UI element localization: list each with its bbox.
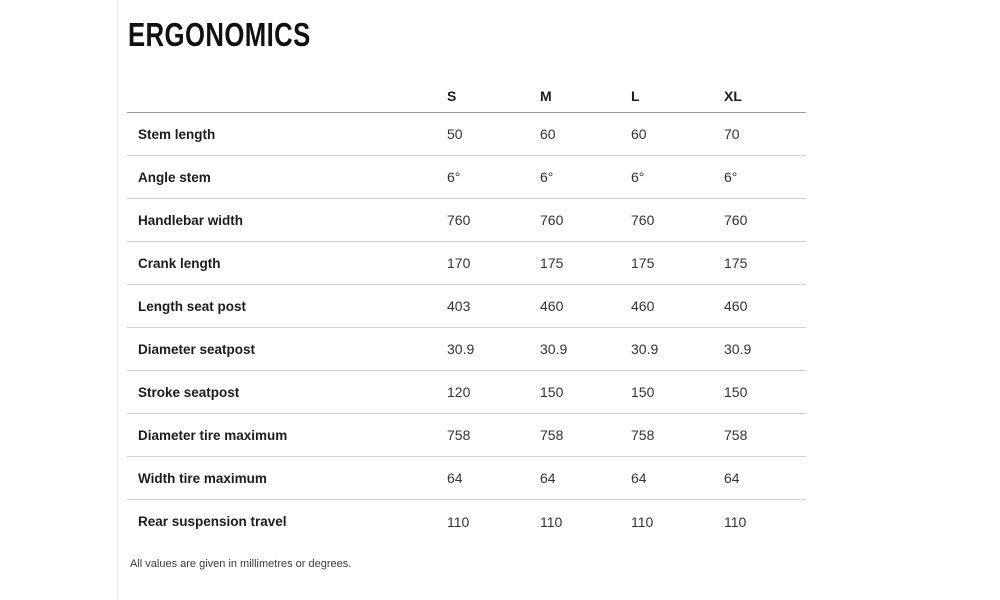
table-row: Stem length 50 60 60 70 <box>127 113 806 156</box>
row-label: Angle stem <box>138 169 211 185</box>
value-s: 64 <box>447 470 463 486</box>
value-s: 120 <box>447 384 471 400</box>
column-header-l: L <box>631 88 640 104</box>
value-m: 6° <box>540 169 554 185</box>
row-label: Diameter seatpost <box>138 341 256 357</box>
table-row: Crank length 170 175 175 175 <box>127 242 806 285</box>
value-m: 110 <box>540 513 563 530</box>
value-s: 170 <box>447 255 471 271</box>
value-xl: 70 <box>724 126 740 142</box>
value-m: 175 <box>540 255 564 271</box>
value-s: 760 <box>447 212 471 228</box>
value-m: 64 <box>540 470 556 486</box>
value-m: 60 <box>540 126 556 142</box>
table-row: Stroke seatpost 120 150 150 150 <box>127 371 806 414</box>
value-xl: 758 <box>724 427 748 443</box>
row-label: Stem length <box>138 126 216 142</box>
row-label: Diameter tire maximum <box>138 427 288 443</box>
value-m: 758 <box>540 427 564 443</box>
table-row: Diameter seatpost 30.9 30.9 30.9 30.9 <box>127 328 806 371</box>
value-xl: 175 <box>724 255 748 271</box>
value-m: 30.9 <box>540 341 568 357</box>
value-l: 6° <box>631 169 645 185</box>
value-xl: 760 <box>724 212 748 228</box>
row-label: Stroke seatpost <box>138 384 240 400</box>
value-xl: 6° <box>724 169 738 185</box>
column-header-s: S <box>447 88 457 104</box>
page-column-divider <box>117 0 118 600</box>
row-label: Length seat post <box>138 298 247 314</box>
value-l: 110 <box>631 513 654 530</box>
page-title: ERGONOMICS <box>128 16 311 53</box>
table-row: Diameter tire maximum 758 758 758 758 <box>127 414 806 457</box>
row-label: Handlebar width <box>138 212 244 228</box>
value-l: 64 <box>631 470 647 486</box>
column-header-m: M <box>540 88 552 104</box>
row-label: Crank length <box>138 255 221 271</box>
value-l: 758 <box>631 427 655 443</box>
table-row: Handlebar width 760 760 760 760 <box>127 199 806 242</box>
value-m: 150 <box>540 384 564 400</box>
value-s: 30.9 <box>447 341 475 357</box>
value-m: 760 <box>540 212 564 228</box>
value-l: 460 <box>631 298 655 314</box>
row-label: Rear suspension travel <box>138 514 287 529</box>
value-xl: 460 <box>724 298 748 314</box>
value-s: 403 <box>447 298 471 314</box>
row-label: Width tire maximum <box>138 470 267 486</box>
value-s: 6° <box>447 169 461 185</box>
table-row: Length seat post 403 460 460 460 <box>127 285 806 328</box>
table-row: Width tire maximum 64 64 64 64 <box>127 457 806 500</box>
value-l: 175 <box>631 255 655 271</box>
value-xl: 150 <box>724 384 748 400</box>
value-m: 460 <box>540 298 564 314</box>
footnote: All values are given in millimetres or d… <box>130 558 352 570</box>
table-row: Angle stem 6° 6° 6° 6° <box>127 156 806 199</box>
value-l: 60 <box>631 126 647 142</box>
value-l: 760 <box>631 212 655 228</box>
value-xl: 64 <box>724 470 740 486</box>
value-s: 758 <box>447 427 471 443</box>
column-header-xl: XL <box>724 88 742 104</box>
table-header-row: S M L XL <box>127 80 806 113</box>
ergonomics-table: S M L XL Stem length 50 60 60 70 Angle s… <box>127 80 806 543</box>
value-xl: 30.9 <box>724 341 752 357</box>
value-xl: 110 <box>724 513 747 530</box>
value-s: 50 <box>447 126 463 142</box>
table-row: Rear suspension travel 110 110 110 110 <box>127 500 806 543</box>
value-s: 110 <box>447 513 470 530</box>
value-l: 150 <box>631 384 655 400</box>
table-body: Stem length 50 60 60 70 Angle stem 6° 6°… <box>127 113 806 543</box>
value-l: 30.9 <box>631 341 659 357</box>
